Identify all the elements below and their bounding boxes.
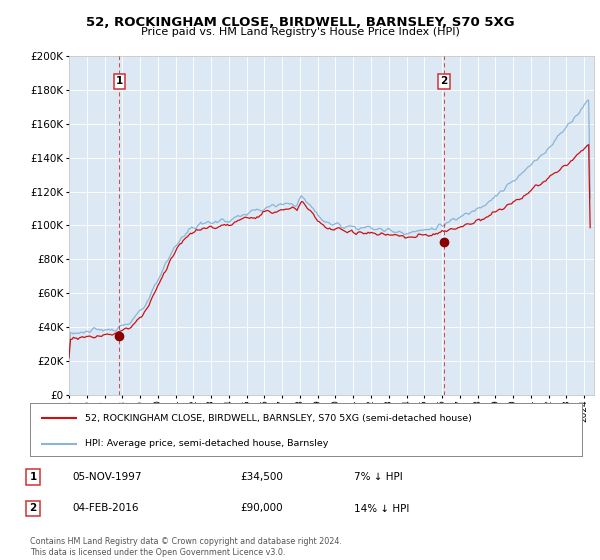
Text: £34,500: £34,500 <box>240 472 283 482</box>
Text: 52, ROCKINGHAM CLOSE, BIRDWELL, BARNSLEY, S70 5XG: 52, ROCKINGHAM CLOSE, BIRDWELL, BARNSLEY… <box>86 16 514 29</box>
Text: 1: 1 <box>116 76 123 86</box>
Text: 04-FEB-2016: 04-FEB-2016 <box>72 503 139 514</box>
Text: 2: 2 <box>29 503 37 514</box>
Text: Contains HM Land Registry data © Crown copyright and database right 2024.
This d: Contains HM Land Registry data © Crown c… <box>30 537 342 557</box>
Text: £90,000: £90,000 <box>240 503 283 514</box>
Text: 14% ↓ HPI: 14% ↓ HPI <box>354 503 409 514</box>
Text: 1: 1 <box>29 472 37 482</box>
Text: Price paid vs. HM Land Registry's House Price Index (HPI): Price paid vs. HM Land Registry's House … <box>140 27 460 37</box>
Text: HPI: Average price, semi-detached house, Barnsley: HPI: Average price, semi-detached house,… <box>85 439 329 448</box>
Text: 52, ROCKINGHAM CLOSE, BIRDWELL, BARNSLEY, S70 5XG (semi-detached house): 52, ROCKINGHAM CLOSE, BIRDWELL, BARNSLEY… <box>85 414 472 423</box>
Text: 7% ↓ HPI: 7% ↓ HPI <box>354 472 403 482</box>
Text: 05-NOV-1997: 05-NOV-1997 <box>72 472 142 482</box>
Text: 2: 2 <box>440 76 448 86</box>
